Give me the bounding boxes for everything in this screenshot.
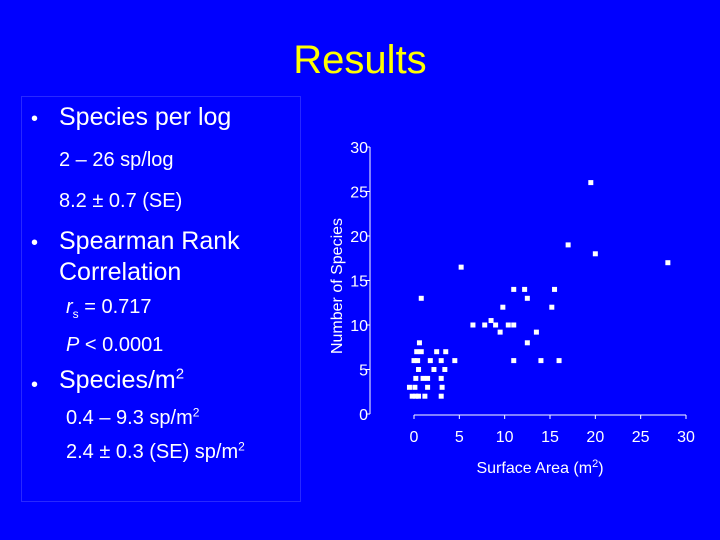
data-point bbox=[533, 329, 539, 335]
data-point bbox=[412, 384, 418, 390]
species-m2-text: Species/m bbox=[59, 366, 176, 394]
data-point bbox=[565, 242, 571, 248]
data-point bbox=[427, 358, 433, 364]
y-axis-label: Number of Species bbox=[329, 218, 346, 354]
x-tick-label: 10 bbox=[496, 429, 514, 446]
data-point bbox=[431, 367, 437, 372]
spearman-line2: Correlation bbox=[59, 258, 182, 286]
y-tick-label: 5 bbox=[359, 363, 368, 380]
data-point bbox=[524, 295, 530, 301]
data-point bbox=[425, 375, 431, 381]
data-point bbox=[438, 393, 444, 399]
data-point bbox=[416, 367, 422, 372]
x-axis-label-close: ) bbox=[598, 460, 603, 477]
species-per-log-label: Species per log bbox=[59, 103, 232, 131]
p-symbol: P bbox=[66, 334, 80, 356]
data-point bbox=[415, 358, 421, 364]
data-point bbox=[406, 384, 412, 390]
x-tick-label: 20 bbox=[586, 429, 604, 446]
x-tick-label: 0 bbox=[410, 429, 419, 446]
rs-value: = 0.717 bbox=[78, 296, 152, 318]
x-tick-label: 25 bbox=[632, 429, 650, 446]
y-tick-label: 15 bbox=[350, 274, 368, 291]
density-range-text: 0.4 – 9.3 sp/m bbox=[66, 407, 193, 429]
data-point bbox=[488, 318, 494, 324]
x-tick-label: 5 bbox=[455, 429, 464, 446]
y-tick-label: 30 bbox=[350, 140, 368, 157]
data-point bbox=[442, 367, 448, 372]
data-point bbox=[588, 180, 594, 186]
data-point bbox=[420, 375, 426, 381]
data-point bbox=[443, 349, 449, 355]
data-point bbox=[409, 393, 415, 399]
bullet-species-m2: • bbox=[31, 374, 39, 396]
species-m2-exp: 2 bbox=[175, 365, 185, 383]
data-point bbox=[425, 384, 431, 390]
data-point bbox=[414, 349, 420, 355]
data-point bbox=[493, 322, 499, 328]
density-range-exp: 2 bbox=[192, 405, 200, 420]
y-tick-label: 20 bbox=[350, 229, 368, 246]
data-point bbox=[511, 322, 517, 328]
data-point bbox=[439, 384, 445, 390]
x-tick-label: 30 bbox=[677, 429, 695, 446]
data-point bbox=[438, 358, 444, 364]
x-axis-label: Surface Area (m2) bbox=[476, 458, 603, 477]
data-point bbox=[552, 286, 558, 292]
y-tick-label: 0 bbox=[359, 407, 368, 424]
data-point bbox=[458, 264, 464, 270]
spearman-line1: Spearman Rank bbox=[59, 227, 240, 255]
data-point bbox=[438, 375, 444, 381]
data-point bbox=[413, 375, 419, 381]
data-point bbox=[524, 340, 530, 346]
data-point bbox=[416, 340, 422, 346]
data-point bbox=[418, 349, 424, 355]
data-point bbox=[418, 295, 424, 301]
data-point bbox=[470, 322, 476, 328]
data-point bbox=[511, 286, 517, 292]
p-value: < 0.0001 bbox=[79, 334, 164, 356]
x-axis-label-exp: 2 bbox=[592, 458, 598, 470]
slide-title: Results bbox=[293, 38, 427, 82]
data-point bbox=[482, 322, 488, 328]
text-panel bbox=[21, 96, 301, 502]
data-point bbox=[452, 358, 458, 364]
sp-log-range: 2 – 26 sp/log bbox=[59, 149, 174, 171]
sp-log-mean: 8.2 ± 0.7 (SE) bbox=[59, 190, 183, 212]
data-point bbox=[497, 329, 503, 335]
density-mean: 2.4 ± 0.3 (SE) sp/m2 bbox=[66, 439, 245, 464]
species-m2-label: Species/m2 bbox=[59, 366, 184, 395]
p-stat: P < 0.0001 bbox=[66, 334, 163, 357]
data-point bbox=[549, 304, 555, 310]
data-point bbox=[500, 304, 506, 310]
rs-stat: rs = 0.717 bbox=[66, 296, 152, 321]
rs-symbol: r bbox=[66, 296, 73, 318]
data-point bbox=[413, 393, 419, 399]
data-point bbox=[422, 393, 428, 399]
data-point bbox=[511, 358, 517, 364]
data-point bbox=[556, 358, 562, 364]
y-tick-label: 10 bbox=[350, 318, 368, 335]
density-range: 0.4 – 9.3 sp/m2 bbox=[66, 405, 200, 430]
x-axis-label-text: Surface Area (m bbox=[476, 460, 592, 477]
data-point bbox=[665, 260, 671, 266]
y-tick-label: 25 bbox=[350, 185, 368, 202]
data-point bbox=[538, 358, 544, 364]
rs-subscript: s bbox=[72, 307, 79, 321]
data-point bbox=[522, 286, 528, 292]
density-mean-exp: 2 bbox=[238, 439, 245, 454]
data-point bbox=[434, 349, 440, 355]
data-point bbox=[505, 322, 511, 328]
bullet-spearman: • bbox=[31, 232, 39, 254]
x-tick-label: 15 bbox=[541, 429, 559, 446]
data-point bbox=[416, 393, 422, 399]
density-mean-text: 2.4 ± 0.3 (SE) sp/m bbox=[66, 441, 239, 463]
data-point bbox=[592, 251, 598, 257]
bullet-species-per-log: • bbox=[31, 108, 39, 130]
data-point bbox=[411, 358, 417, 364]
